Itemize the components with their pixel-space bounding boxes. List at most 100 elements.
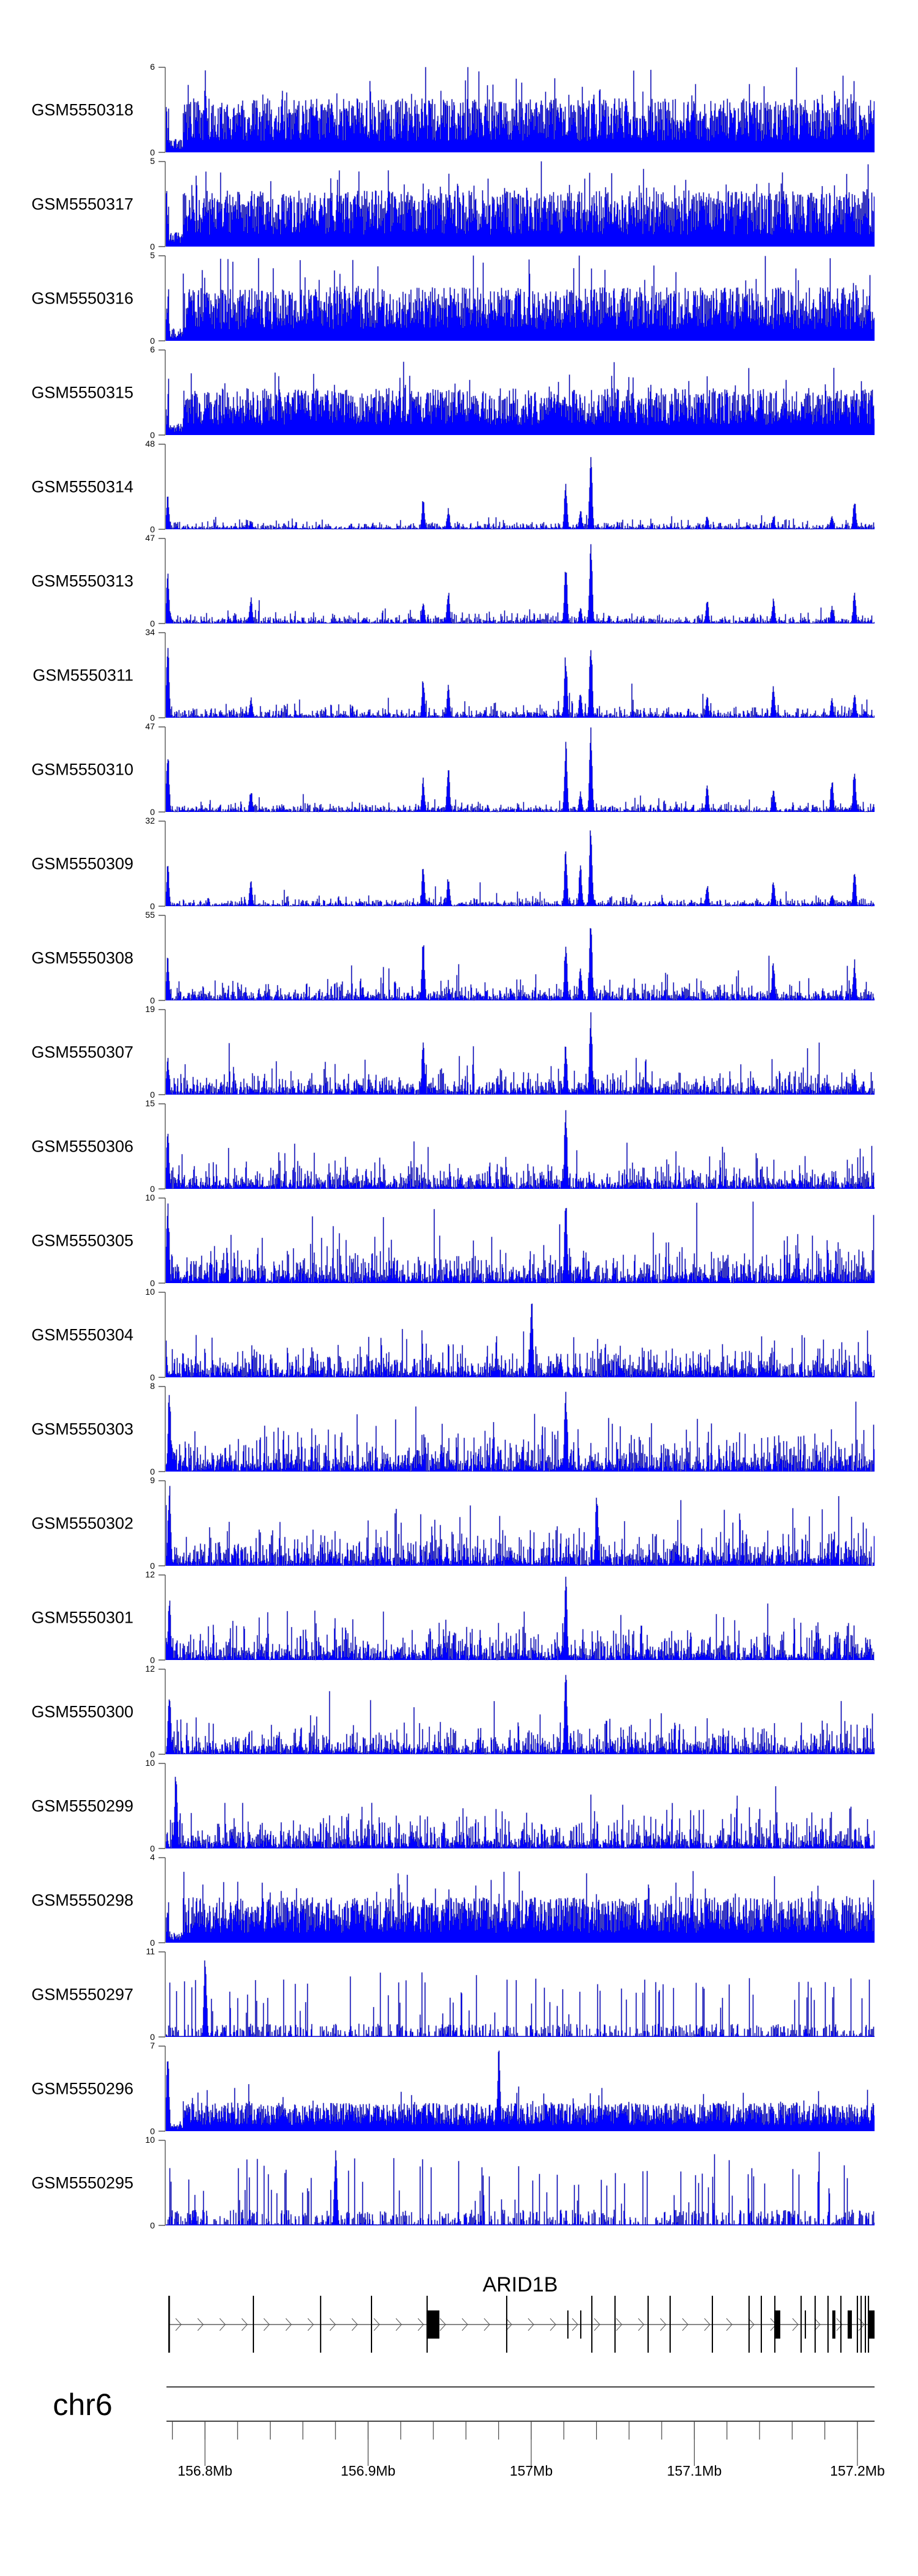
track-GSM5550306: GSM5550306 15 0 xyxy=(31,1098,875,1194)
coverage-line xyxy=(166,1576,875,1661)
track-GSM5550299: GSM5550299 10 0 xyxy=(31,1758,875,1853)
y-tick-label-zero: 0 xyxy=(150,147,155,157)
strand-arrow-icon xyxy=(726,2318,733,2331)
y-tick-label-zero: 0 xyxy=(150,336,155,346)
strand-arrow-icon xyxy=(241,2318,248,2331)
exon xyxy=(168,2296,170,2353)
track-label: GSM5550310 xyxy=(31,761,133,779)
x-tick-label: 157.1Mb xyxy=(667,2463,722,2479)
y-tick-label-max: 10 xyxy=(145,1287,155,1297)
strand-arrow-icon xyxy=(329,2318,336,2331)
gene-track: ARID1B xyxy=(168,2273,875,2353)
y-tick-label-max: 15 xyxy=(145,1098,155,1108)
genome-axis: 156.8Mb 156.9Mb 157Mb 157.1Mb 157.2Mb xyxy=(166,2421,885,2479)
exon xyxy=(647,2296,649,2353)
y-tick-label-zero: 0 xyxy=(150,2126,155,2136)
track-label: GSM5550317 xyxy=(31,195,133,214)
exon xyxy=(848,2310,852,2339)
strand-arrow-icon xyxy=(219,2318,226,2331)
track-label: GSM5550297 xyxy=(31,1986,133,2004)
y-tick-label-zero: 0 xyxy=(150,901,155,911)
exon xyxy=(868,2310,875,2339)
strand-arrow-icon xyxy=(483,2318,490,2331)
exon xyxy=(774,2296,776,2353)
y-tick-label-max: 48 xyxy=(145,439,155,449)
coverage-line xyxy=(166,928,875,1001)
y-tick-label-max: 34 xyxy=(145,627,155,637)
track-label: GSM5550296 xyxy=(31,2080,133,2098)
track-GSM5550317: GSM5550317 5 0 xyxy=(31,156,875,251)
track-GSM5550311: GSM5550311 34 0 xyxy=(32,627,875,723)
track-GSM5550318: GSM5550318 6 0 xyxy=(31,62,875,157)
track-GSM5550300: GSM5550300 12 0 xyxy=(31,1664,875,1759)
track-label: GSM5550308 xyxy=(31,949,133,967)
track-GSM5550308: GSM5550308 55 0 xyxy=(31,910,875,1005)
x-tick-label: 157Mb xyxy=(510,2463,553,2479)
strand-arrow-icon xyxy=(858,2318,865,2331)
exon xyxy=(371,2296,373,2353)
exon xyxy=(748,2296,750,2353)
y-tick-label-zero: 0 xyxy=(150,1749,155,1759)
track-GSM5550310: GSM5550310 47 0 xyxy=(31,721,875,817)
coverage-area xyxy=(166,830,875,906)
strand-arrow-icon xyxy=(572,2318,578,2331)
coverage-line xyxy=(166,1391,875,1472)
y-tick-label-zero: 0 xyxy=(150,1278,155,1288)
y-tick-label-max: 11 xyxy=(146,1946,155,1956)
y-tick-label-max: 9 xyxy=(150,1475,155,1485)
strand-arrow-icon xyxy=(836,2318,843,2331)
track-label: GSM5550315 xyxy=(31,384,133,402)
track-label: GSM5550302 xyxy=(31,1514,133,1533)
track-GSM5550305: GSM5550305 10 0 xyxy=(31,1193,875,1288)
strand-arrow-icon xyxy=(792,2318,799,2331)
strand-arrow-icon xyxy=(197,2318,204,2331)
coverage-area xyxy=(166,728,875,812)
y-tick-label-max: 4 xyxy=(150,1852,155,1862)
y-tick-label-zero: 0 xyxy=(150,2220,155,2230)
strand-arrow-icon xyxy=(704,2318,711,2331)
exon xyxy=(253,2296,255,2353)
exon xyxy=(814,2296,816,2353)
x-tick-label: 157.2Mb xyxy=(830,2463,885,2479)
coverage-line xyxy=(166,1675,875,1755)
y-tick-label-zero: 0 xyxy=(150,430,155,440)
track-GSM5550316: GSM5550316 5 0 xyxy=(31,250,875,346)
track-GSM5550303: GSM5550303 8 0 xyxy=(31,1381,875,1476)
track-GSM5550313: GSM5550313 47 0 xyxy=(31,533,875,628)
y-tick-label-zero: 0 xyxy=(150,996,155,1005)
strand-arrow-icon xyxy=(461,2318,468,2331)
y-tick-label-max: 47 xyxy=(145,533,155,543)
exon xyxy=(865,2296,867,2353)
y-tick-label-zero: 0 xyxy=(150,1372,155,1382)
y-tick-label-max: 19 xyxy=(145,1004,155,1014)
track-label: GSM5550301 xyxy=(31,1609,133,1627)
y-tick-label-max: 10 xyxy=(145,2135,155,2145)
exon xyxy=(580,2310,581,2339)
track-label: GSM5550303 xyxy=(31,1420,133,1439)
track-GSM5550309: GSM5550309 32 0 xyxy=(31,816,875,911)
y-tick-label-max: 12 xyxy=(145,1664,155,1673)
strand-arrow-icon xyxy=(638,2318,644,2331)
exon xyxy=(860,2296,862,2353)
track-GSM5550304: GSM5550304 10 0 xyxy=(31,1287,875,1382)
exon xyxy=(840,2296,842,2353)
track-label: GSM5550304 xyxy=(31,1326,133,1344)
track-GSM5550298: GSM5550298 4 0 xyxy=(31,1852,875,1948)
track-GSM5550295: GSM5550295 10 0 xyxy=(31,2135,875,2230)
strand-arrow-icon xyxy=(616,2318,622,2331)
exon xyxy=(774,2310,780,2339)
strand-arrow-icon xyxy=(528,2318,534,2331)
strand-arrow-icon xyxy=(439,2318,446,2331)
exon xyxy=(832,2310,836,2339)
chromosome-label: chr6 xyxy=(53,2388,112,2422)
exon xyxy=(567,2310,569,2339)
coverage-line xyxy=(166,1303,875,1378)
y-tick-label-max: 32 xyxy=(145,816,155,825)
exon xyxy=(712,2296,714,2353)
coverage-area xyxy=(166,1777,875,1848)
exon xyxy=(669,2296,671,2353)
coverage-line xyxy=(166,1960,875,2038)
strand-arrow-icon xyxy=(417,2318,424,2331)
y-tick-label-zero: 0 xyxy=(150,2032,155,2042)
y-tick-label-max: 5 xyxy=(150,156,155,166)
